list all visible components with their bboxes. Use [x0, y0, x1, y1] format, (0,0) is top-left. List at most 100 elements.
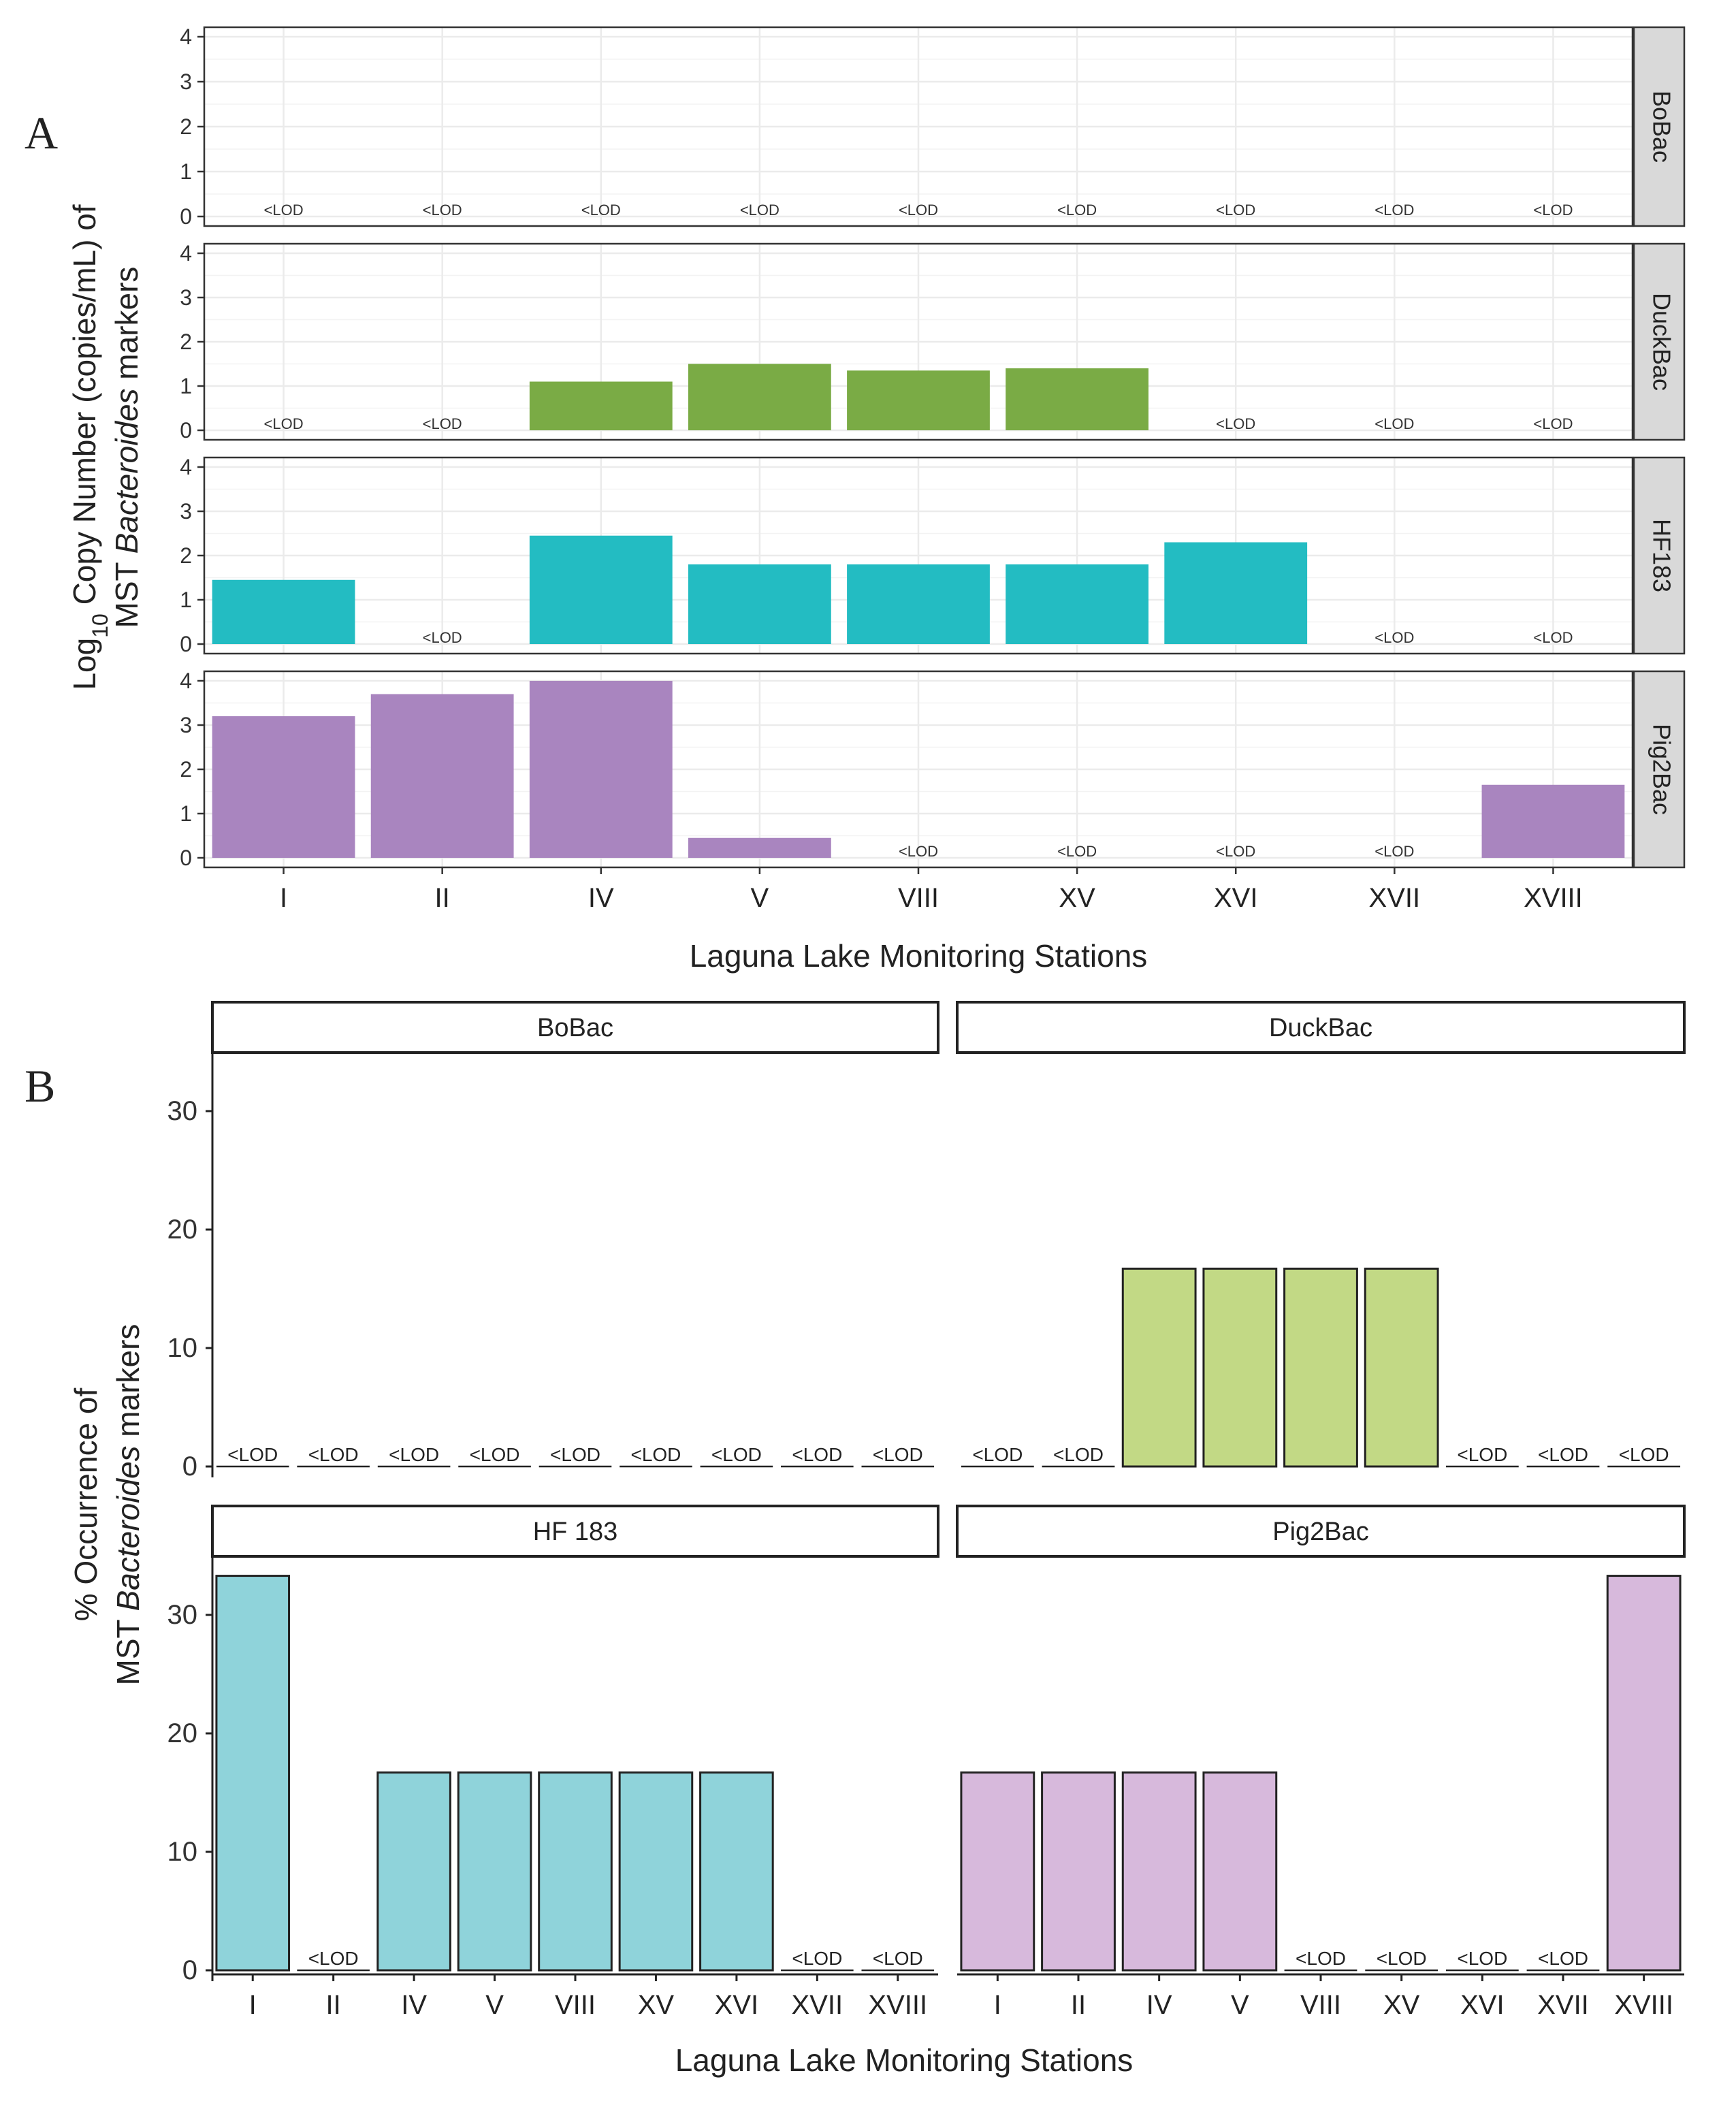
- bar-pig2bac-v: [1202, 1771, 1278, 1972]
- x-tick-label-xvii: XVII: [1537, 1990, 1589, 2020]
- bar-hf183-xv: [618, 1771, 694, 1972]
- lod-label-pig2bac-xvi: <LOD: [1457, 1948, 1507, 1969]
- bar-hf183-v: [688, 564, 831, 644]
- x-tick-label-viii: VIII: [898, 883, 939, 913]
- x-axis-title: Laguna Lake Monitoring Stations: [690, 938, 1148, 974]
- y-tick-label: 0: [180, 846, 192, 870]
- bar-duckbac-iv: [529, 381, 673, 430]
- facet-strip-label: HF 183: [533, 1518, 618, 1546]
- lod-label-duckbac-xvi: <LOD: [1216, 415, 1255, 432]
- lod-label-bobac-i: <LOD: [227, 1444, 278, 1465]
- facet-strip-label: Pig2Bac: [1647, 724, 1675, 815]
- x-tick-label-viii: VIII: [555, 1990, 596, 2020]
- bar-hf183-xv: [1006, 564, 1149, 644]
- x-tick-label-xvi: XVI: [715, 1990, 758, 2020]
- lod-label-hf183-xviii: <LOD: [873, 1948, 923, 1969]
- x-tick-label-xv: XV: [638, 1990, 675, 2020]
- x-tick-label-v: V: [1231, 1990, 1249, 2020]
- lod-label-bobac-i: <LOD: [264, 202, 304, 219]
- x-tick-label-i: I: [249, 1990, 257, 2020]
- lod-label-pig2bac-xvii: <LOD: [1375, 843, 1414, 860]
- lod-label-duckbac-ii: <LOD: [423, 415, 462, 432]
- facet-strip: [956, 1001, 1686, 1054]
- facet-a-duckbac: <LOD <LOD <LOD <LOD <LOD 0 1 2 3 4 DuckBac: [180, 241, 1686, 443]
- panel-a: <LOD <LOD <LOD <LOD <LOD <LOD <LOD <LOD <LOD 0 1 2 3…: [67, 25, 1686, 974]
- facet-strip-label: BoBac: [1647, 91, 1675, 163]
- bar-hf183-viii: [847, 564, 990, 644]
- facet-strip: [211, 1505, 939, 1558]
- lod-label-bobac-xviii: <LOD: [873, 1444, 923, 1465]
- bar-hf183-xvi: [699, 1771, 774, 1972]
- y-tick-label: 20: [167, 1718, 198, 1748]
- x-tick-label-v: V: [485, 1990, 504, 2020]
- y-tick-label: 10: [167, 1837, 198, 1867]
- y-axis-title-markers: markers: [110, 1324, 146, 1446]
- y-axis-title-line2: MST Bacteroides markers: [110, 1324, 146, 1686]
- y-tick-label: 0: [182, 1955, 197, 1985]
- bar-hf183-v: [457, 1771, 532, 1972]
- bar-pig2bac-iv: [1121, 1771, 1197, 1972]
- x-tick-label-xviii: XVIII: [1614, 1990, 1673, 2020]
- lod-label-bobac-xvii: <LOD: [792, 1444, 842, 1465]
- bar-hf183-i: [212, 579, 355, 644]
- lod-label-duckbac-xvi: <LOD: [1457, 1444, 1507, 1465]
- lod-label-duckbac-xviii: <LOD: [1533, 415, 1573, 432]
- y-tick-label: 0: [180, 204, 192, 229]
- panel-b: BoBac <LOD <LOD <LOD <LOD <LOD <LOD <LOD <LOD <LO…: [68, 1001, 1686, 2078]
- bar-pig2bac-xviii: [1606, 1575, 1682, 1972]
- lod-label-hf183-ii: <LOD: [308, 1948, 359, 1969]
- x-tick-label-iv: IV: [588, 883, 614, 913]
- y-tick-label: 0: [180, 418, 192, 443]
- lod-label-duckbac-i: <LOD: [264, 415, 304, 432]
- lod-label-bobac-xv: <LOD: [630, 1444, 681, 1465]
- bar-pig2bac-v: [688, 837, 831, 858]
- y-tick-label: 1: [180, 801, 192, 826]
- bar-hf183-i: [215, 1575, 291, 1972]
- lod-label-pig2bac-xv: <LOD: [1057, 843, 1097, 860]
- facet-strip-label: Pig2Bac: [1272, 1518, 1369, 1546]
- bar-hf183-xvi: [1164, 542, 1308, 644]
- lod-label-hf183-xviii: <LOD: [1533, 629, 1573, 646]
- lod-label-duckbac-i: <LOD: [972, 1444, 1023, 1465]
- bar-pig2bac-iv: [529, 681, 673, 858]
- y-tick-label: 4: [180, 25, 192, 49]
- panel-a-letter: A: [25, 107, 58, 159]
- facet-b-duckbac: DuckBac <LOD <LOD <LOD <LOD <LOD: [956, 1001, 1686, 1468]
- y-axis-title-line1: Log10 Copy Number (copies/mL) of: [67, 204, 112, 690]
- lod-label-duckbac-xvii: <LOD: [1375, 415, 1414, 432]
- facet-strip: [1633, 456, 1686, 655]
- y-tick-label: 30: [167, 1096, 198, 1126]
- y-axis-title-subscript: 10: [88, 613, 112, 638]
- bar-hf183-iv: [529, 535, 673, 644]
- y-axis-title-line2: MST Bacteroides markers: [109, 267, 144, 628]
- lod-label-bobac-v: <LOD: [470, 1444, 520, 1465]
- lod-label-hf183-xvii: <LOD: [792, 1948, 842, 1969]
- lod-label-pig2bac-xv: <LOD: [1377, 1948, 1427, 1969]
- lod-label-duckbac-xviii: <LOD: [1619, 1444, 1669, 1465]
- y-tick-label: 20: [167, 1215, 198, 1245]
- x-tick-label-xviii: XVIII: [868, 1990, 927, 2020]
- y-tick-label: 1: [180, 374, 192, 398]
- x-tick-label-xv: XV: [1383, 1990, 1420, 2020]
- x-tick-label-xviii: XVIII: [1524, 883, 1583, 913]
- x-tick-label-ii: II: [1071, 1990, 1086, 2020]
- lod-label-pig2bac-xvii: <LOD: [1538, 1948, 1588, 1969]
- y-axis-title-mst: MST: [109, 554, 144, 628]
- lod-label-bobac-ii: <LOD: [308, 1444, 359, 1465]
- facet-b-bobac: BoBac <LOD <LOD <LOD <LOD <LOD <LOD <LOD <LOD <LO…: [167, 1001, 939, 1481]
- lod-label-bobac-xv: <LOD: [1057, 202, 1097, 219]
- y-axis-title-italic: Bacteroides: [110, 1445, 146, 1611]
- bar-duckbac-iv: [1121, 1267, 1197, 1468]
- y-tick-label: 3: [180, 499, 192, 524]
- facet-strip: [1633, 26, 1686, 227]
- y-tick-label: 3: [180, 69, 192, 94]
- y-tick-label: 4: [180, 455, 192, 479]
- bar-pig2bac-ii: [370, 694, 514, 858]
- x-axis-title: Laguna Lake Monitoring Stations: [675, 2042, 1134, 2078]
- lod-label-bobac-xvii: <LOD: [1375, 202, 1414, 219]
- lod-label-bobac-xviii: <LOD: [1533, 202, 1573, 219]
- y-axis-title-mst: MST: [110, 1611, 146, 1685]
- y-axis-title-log: Log: [67, 638, 102, 690]
- lod-label-hf183-ii: <LOD: [423, 629, 462, 646]
